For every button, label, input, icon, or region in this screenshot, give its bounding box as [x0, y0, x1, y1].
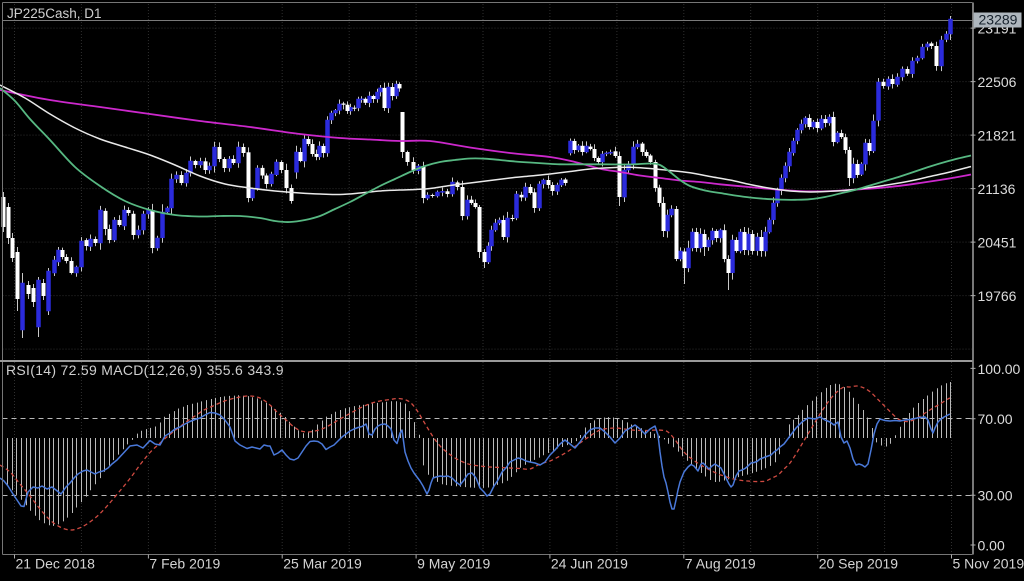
svg-text:30.00: 30.00 — [978, 488, 1013, 504]
svg-text:24 Jun 2019: 24 Jun 2019 — [551, 556, 628, 572]
svg-text:RSI(14) 72.59 MACD(12,26,9) 35: RSI(14) 72.59 MACD(12,26,9) 355.6 343.9 — [6, 362, 284, 378]
svg-text:23289: 23289 — [979, 12, 1018, 28]
svg-text:25 Mar 2019: 25 Mar 2019 — [283, 556, 362, 572]
svg-text:100.00: 100.00 — [978, 361, 1021, 377]
svg-text:22506: 22506 — [978, 74, 1017, 90]
svg-text:9 May 2019: 9 May 2019 — [417, 556, 490, 572]
svg-text:0.00: 0.00 — [978, 538, 1005, 554]
svg-text:21136: 21136 — [978, 181, 1016, 197]
svg-text:JP225Cash, D1: JP225Cash, D1 — [7, 6, 102, 21]
svg-text:19766: 19766 — [978, 288, 1017, 304]
svg-text:21 Dec 2018: 21 Dec 2018 — [16, 556, 96, 572]
svg-text:7 Aug 2019: 7 Aug 2019 — [685, 556, 756, 572]
svg-text:5 Nov 2019: 5 Nov 2019 — [953, 556, 1024, 572]
svg-text:70.00: 70.00 — [978, 411, 1013, 427]
svg-text:20 Sep 2019: 20 Sep 2019 — [819, 556, 899, 572]
svg-text:20451: 20451 — [978, 235, 1017, 251]
svg-text:7 Feb 2019: 7 Feb 2019 — [149, 556, 220, 572]
svg-text:21821: 21821 — [978, 128, 1017, 144]
